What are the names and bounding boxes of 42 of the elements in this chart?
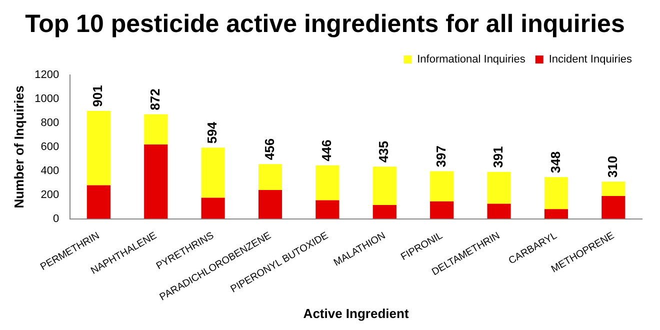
y-tick-label: 0: [52, 212, 60, 225]
bar: [487, 172, 511, 204]
bar: [544, 209, 568, 219]
bar: [430, 171, 454, 202]
total-label: 872: [147, 88, 162, 110]
legend-label: Incident Inquiries: [548, 54, 632, 66]
y-tick-label: 1200: [34, 69, 60, 82]
bar: [602, 182, 626, 196]
bar: [258, 164, 282, 190]
bar: [487, 204, 511, 219]
bar: [201, 198, 225, 219]
bar: [201, 148, 225, 198]
y-tick-label: 200: [40, 188, 60, 201]
bar: [86, 110, 110, 186]
y-tick-label: 1000: [34, 92, 60, 105]
total-label: 397: [433, 145, 448, 168]
y-tick-label: 800: [40, 116, 60, 129]
total-label: 446: [319, 140, 334, 162]
total-label: 391: [490, 146, 506, 168]
bar: [372, 204, 396, 219]
total-label: 594: [204, 121, 220, 144]
x-axis-title: Active Ingredient: [303, 306, 410, 321]
bar: [144, 114, 168, 144]
total-label: 348: [548, 151, 563, 174]
bar: [602, 196, 626, 219]
bar: [316, 200, 340, 219]
total-label: 435: [376, 140, 392, 163]
bar: [430, 201, 454, 219]
total-label: 310: [604, 156, 620, 178]
bar: [144, 144, 168, 219]
bar: [316, 165, 340, 200]
y-tick-label: 400: [40, 164, 60, 177]
legend-label: Informational Inquiries: [417, 54, 526, 66]
bar: [258, 190, 282, 219]
bar: [372, 166, 396, 205]
total-label: 901: [90, 85, 106, 107]
chart-title: Top 10 pesticide active ingredients for all inquiries: [25, 10, 625, 38]
bar: [86, 185, 110, 219]
y-tick-label: 600: [40, 140, 60, 153]
bar: [544, 177, 568, 210]
total-label: 456: [262, 138, 277, 160]
y-axis-title: Number of Inquiries: [11, 85, 26, 208]
